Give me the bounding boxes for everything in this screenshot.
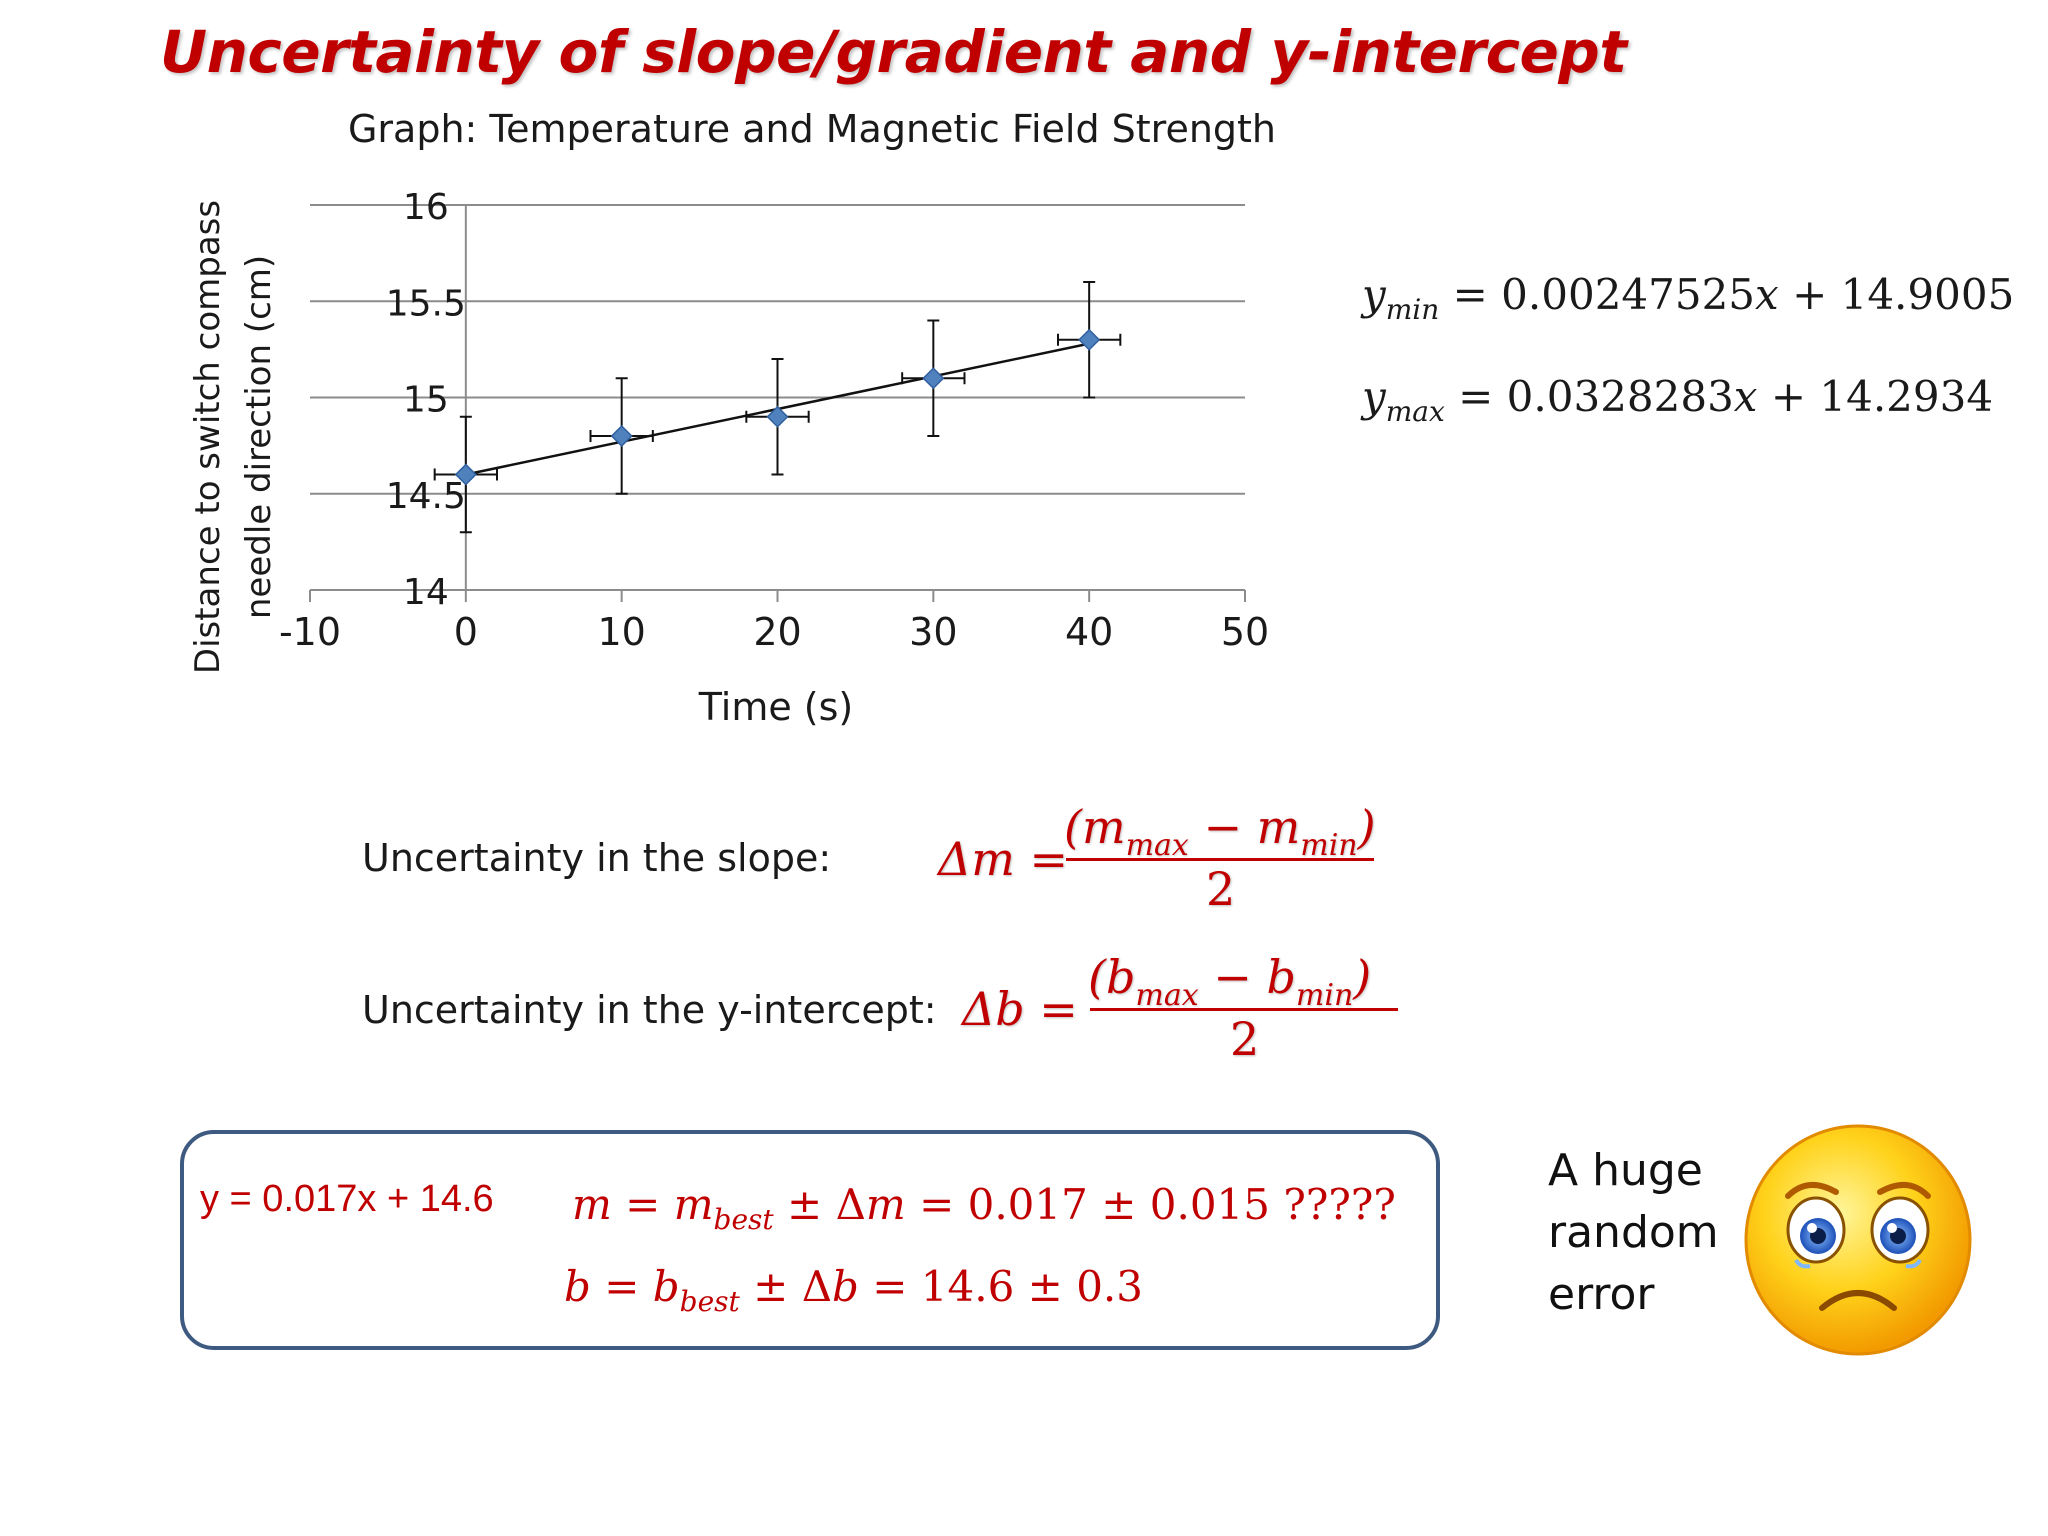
x-tick-label: 30 <box>909 610 957 654</box>
slide-title: Uncertainty of slope/gradient and y-inte… <box>160 18 1627 86</box>
slope-formula: Δ𝑚 = (𝑚max − 𝑚min) 2 <box>938 800 1378 920</box>
y-tick-label: 16 <box>403 187 449 228</box>
ymax-sub: max <box>1385 395 1445 428</box>
intercept-uncertainty-label: Uncertainty in the y-intercept: <box>362 988 937 1032</box>
x-tick-label: 0 <box>454 610 478 654</box>
ymin-equation: ymin = 0.00247525𝑥 + 14.9005 <box>1362 270 2015 326</box>
slope-uncertainty-label: Uncertainty in the slope: <box>362 836 832 880</box>
y-tick-label: 15 <box>403 380 449 421</box>
chart-title: Graph: Temperature and Magnetic Field St… <box>348 107 1276 151</box>
ymax-equation: ymax = 0.0328283𝑥 + 14.2934 <box>1362 372 1994 428</box>
y-tick-label: 14.5 <box>386 476 466 517</box>
data-point <box>1078 328 1101 351</box>
x-tick-label: 20 <box>753 610 801 654</box>
x-tick-label: -10 <box>279 610 341 654</box>
slope-formula-numerator: (𝑚max − 𝑚min) <box>1064 800 1376 863</box>
slope-fraction-bar <box>1066 858 1374 861</box>
intercept-formula-numerator: (𝑏max − 𝑏min) <box>1088 950 1372 1013</box>
intercept-result: 𝑏 = 𝑏best ± Δ𝑏 = 14.6 ± 0.3 <box>564 1262 1144 1318</box>
best-fit-equation: y = 0.017x + 14.6 <box>200 1178 494 1220</box>
y-tick-label: 15.5 <box>386 283 466 324</box>
data-point <box>454 463 477 486</box>
data-point <box>766 405 789 428</box>
data-point <box>922 367 945 390</box>
ymax-rhs: = 0.0328283𝑥 + 14.2934 <box>1458 372 1994 421</box>
ymin-sub: min <box>1385 293 1440 326</box>
slope-formula-lhs: Δ𝑚 = <box>938 832 1069 886</box>
x-axis-label: Time (s) <box>698 685 854 729</box>
intercept-formula: Δ𝑏 = (𝑏max − 𝑏min) 2 <box>962 950 1402 1070</box>
sad-face-emoji-icon <box>1744 1124 1972 1356</box>
ymin-rhs: = 0.00247525𝑥 + 14.9005 <box>1452 270 2015 319</box>
intercept-fraction-bar <box>1090 1008 1398 1011</box>
comment-line-1: A huge <box>1548 1145 1703 1196</box>
chart: Graph: Temperature and Magnetic Field St… <box>188 107 1276 729</box>
comment-line-2: random <box>1548 1207 1719 1258</box>
x-tick-label: 40 <box>1065 610 1113 654</box>
x-tick-label: 10 <box>597 610 645 654</box>
slope-result: 𝑚 = 𝑚best ± Δ𝑚 = 0.017 ± 0.015 ????? <box>572 1180 1396 1236</box>
result-box <box>180 1130 1440 1350</box>
intercept-formula-lhs: Δ𝑏 = <box>962 982 1078 1036</box>
comment-text: A huge random error <box>1548 1140 1719 1326</box>
slope-formula-denominator: 2 <box>1206 862 1236 916</box>
x-tick-label: 50 <box>1221 610 1269 654</box>
intercept-formula-denominator: 2 <box>1230 1012 1260 1066</box>
data-point <box>610 424 633 448</box>
comment-line-3: error <box>1548 1269 1655 1320</box>
y-axis-label-line2: needle direction (cm) <box>239 255 279 619</box>
y-tick-label: 14 <box>403 572 449 613</box>
y-axis-label-line1: Distance to switch compass <box>188 200 228 674</box>
